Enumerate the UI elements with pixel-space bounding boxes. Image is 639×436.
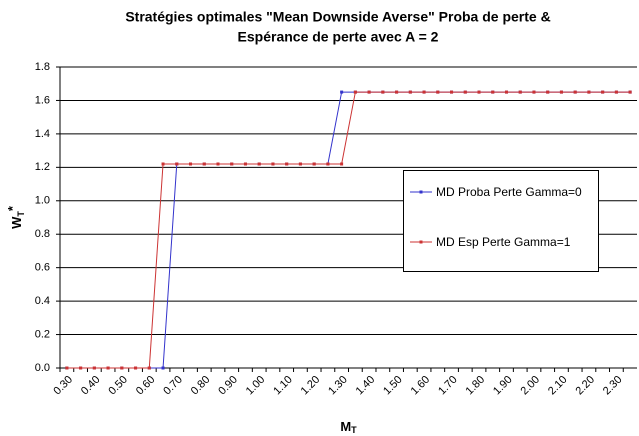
- x-axis-label-sub: T: [351, 425, 357, 435]
- point: [614, 90, 618, 94]
- x-tick-label: 0.50: [106, 374, 130, 398]
- point: [463, 90, 467, 94]
- legend-entry: MD Esp Perte Gamma=1: [410, 235, 586, 250]
- x-tick-label: 1.50: [381, 374, 405, 398]
- point: [408, 90, 412, 94]
- point: [353, 90, 357, 94]
- point: [628, 90, 632, 94]
- y-tick-label: 0.0: [35, 362, 50, 374]
- y-tick-label: 1.4: [35, 128, 50, 140]
- x-tick-label: 2.20: [573, 374, 597, 398]
- legend-label: MD Esp Perte Gamma=1: [436, 235, 571, 249]
- y-tick-label: 0.4: [35, 295, 50, 307]
- point: [216, 162, 220, 166]
- chart-title: Stratégies optimales "Mean Downside Aver…: [125, 9, 550, 25]
- x-tick-label: 2.30: [601, 374, 625, 398]
- point: [340, 162, 344, 166]
- legend-swatch: [410, 190, 432, 194]
- x-axis-label: MT: [340, 419, 357, 435]
- y-tick-label: 1.8: [35, 61, 50, 73]
- legend-label: MD Proba Perte Gamma=0: [436, 185, 582, 199]
- x-tick-label: 1.60: [409, 374, 433, 398]
- point: [298, 162, 302, 166]
- y-tick-label: 1.6: [35, 94, 50, 106]
- y-tick-label: 1.0: [35, 195, 50, 207]
- x-tick-label: 2.10: [546, 374, 570, 398]
- point: [601, 90, 605, 94]
- x-tick-label: 1.20: [299, 374, 323, 398]
- series-line: [66, 91, 631, 369]
- point: [285, 162, 289, 166]
- point: [436, 90, 440, 94]
- legend: MD Proba Perte Gamma=0 MD Esp Perte Gamma…: [403, 170, 599, 272]
- y-axis-label-main: W: [9, 216, 24, 229]
- point: [504, 90, 508, 94]
- point: [573, 90, 577, 94]
- y-tick-label: 0.2: [35, 328, 50, 340]
- point: [79, 366, 83, 370]
- point: [257, 162, 261, 166]
- x-tick-label: 0.80: [189, 374, 213, 398]
- point: [147, 366, 151, 370]
- x-tick-label: 1.10: [271, 374, 295, 398]
- legend-swatch: [410, 240, 432, 244]
- y-axis-label: WT*: [5, 205, 26, 229]
- point: [230, 162, 234, 166]
- point: [161, 366, 165, 370]
- point: [202, 162, 206, 166]
- point: [106, 366, 110, 370]
- point: [312, 162, 316, 166]
- x-tick-label: 1.00: [244, 374, 268, 398]
- y-tick-label: 0.8: [35, 228, 50, 240]
- point: [161, 162, 165, 166]
- point: [450, 90, 454, 94]
- point: [175, 162, 179, 166]
- x-tick-label: 0.60: [134, 374, 158, 398]
- x-tick-label: 1.30: [326, 374, 350, 398]
- point: [518, 90, 522, 94]
- x-tick-label: 1.40: [354, 374, 378, 398]
- x-tick-label: 0.40: [79, 374, 103, 398]
- x-tick-label: 0.90: [216, 374, 240, 398]
- y-tick-label: 0.6: [35, 262, 50, 274]
- point: [559, 90, 563, 94]
- point: [587, 90, 591, 94]
- point: [491, 90, 495, 94]
- x-tick-label: 1.80: [464, 374, 488, 398]
- point: [477, 90, 481, 94]
- point: [92, 366, 96, 370]
- x-tick-label: 2.00: [519, 374, 543, 398]
- point: [381, 90, 385, 94]
- x-tick-label: 0.70: [161, 374, 185, 398]
- x-axis-label-main: M: [340, 419, 351, 434]
- point: [120, 366, 124, 370]
- y-tick-label: 1.2: [35, 161, 50, 173]
- point: [271, 162, 275, 166]
- x-tick-label: 0.30: [51, 374, 75, 398]
- x-tick-label: 1.90: [491, 374, 515, 398]
- legend-entry: MD Proba Perte Gamma=0: [410, 185, 586, 200]
- point: [243, 162, 247, 166]
- point: [65, 366, 69, 370]
- point: [340, 90, 344, 94]
- point: [546, 90, 550, 94]
- point: [367, 90, 371, 94]
- point: [532, 90, 536, 94]
- chart-title: Espérance de perte avec A = 2: [238, 29, 439, 45]
- point: [189, 162, 193, 166]
- point: [326, 162, 330, 166]
- x-tick-label: 1.70: [436, 374, 460, 398]
- y-axis-label-sup: *: [5, 205, 20, 211]
- point: [134, 366, 138, 370]
- y-axis-label-sub: T: [16, 211, 26, 217]
- point: [422, 90, 426, 94]
- point: [395, 90, 399, 94]
